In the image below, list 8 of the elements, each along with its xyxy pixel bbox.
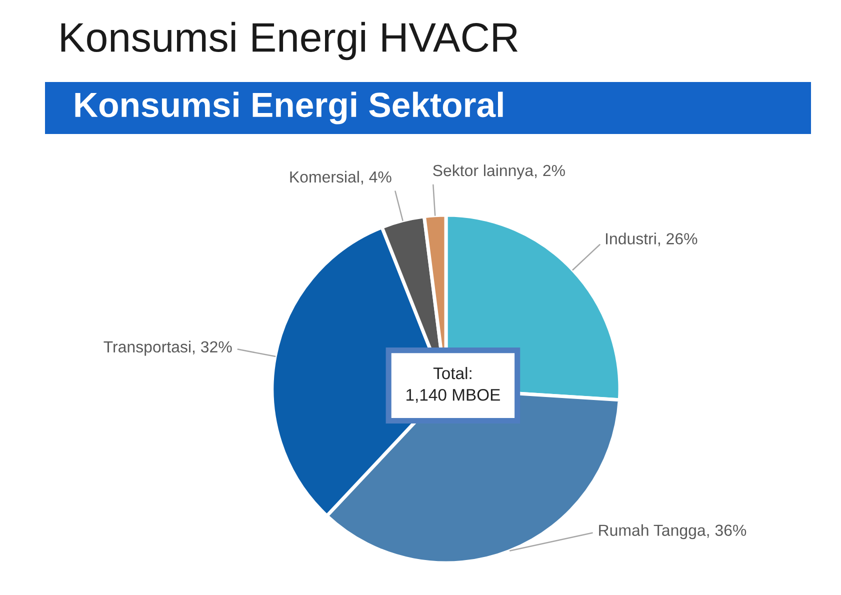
text: Total: 1,140 MBOE xyxy=(406,366,500,403)
slice-label: Transportasi, 32% xyxy=(104,340,232,356)
slice-label: Rumah Tangga, 36% xyxy=(599,524,746,540)
chart-subtitle: Konsumsi Energi Sektoral xyxy=(75,92,503,124)
slice-label: Industri, 26% xyxy=(606,232,698,246)
chart-title: Konsumsi Energi HVACR xyxy=(61,22,518,60)
slice-label: Sektor lainnya, 2% xyxy=(433,164,565,180)
slice-label: Komersial, 4% xyxy=(290,170,392,185)
